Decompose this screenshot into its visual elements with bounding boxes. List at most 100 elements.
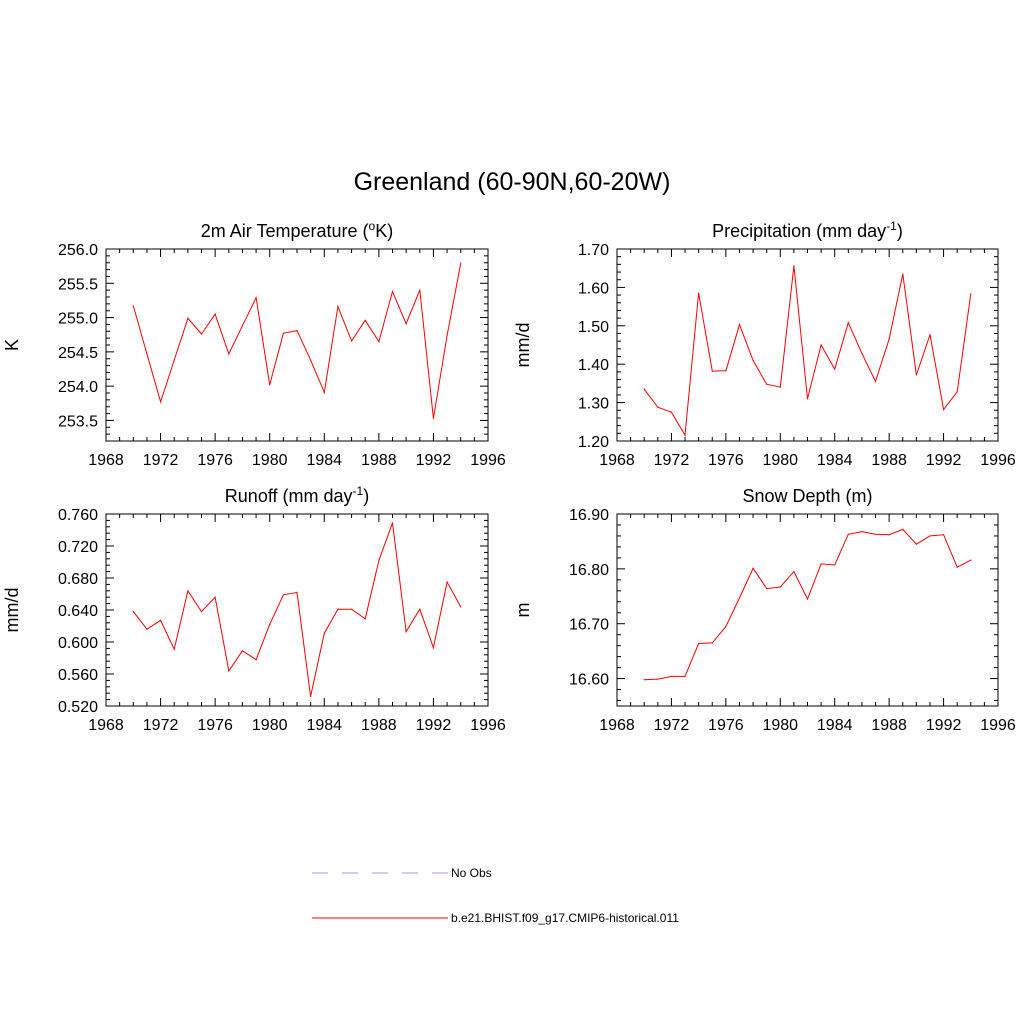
data-point	[378, 340, 380, 343]
data-point	[269, 384, 271, 386]
x-tick-label: 1988	[871, 717, 907, 734]
data-point	[378, 559, 380, 562]
data-point	[738, 324, 741, 326]
data-point	[200, 611, 203, 613]
data-point	[956, 566, 958, 568]
x-tick-label: 1976	[197, 452, 233, 469]
data-point	[942, 408, 945, 411]
x-tick-label: 1992	[926, 717, 962, 734]
data-point	[670, 675, 673, 677]
data-point	[310, 695, 312, 698]
chart-panel-1: 2m Air Temperature (oK) 1968 1972 1976 1980 1…	[2, 219, 506, 469]
data-point	[146, 628, 148, 630]
data-point	[861, 530, 863, 533]
x-tick-label: 1976	[708, 717, 744, 734]
y-tick-label: 253.5	[58, 413, 98, 430]
data-point	[929, 334, 931, 336]
data-point	[405, 323, 407, 325]
x-tick-label: 1968	[88, 717, 124, 734]
data-point	[159, 619, 162, 622]
data-point	[187, 317, 189, 319]
data-point	[214, 313, 216, 315]
data-point	[902, 528, 904, 530]
data-point	[861, 352, 863, 355]
x-tick-label: 1968	[599, 452, 635, 469]
plot-frame	[105, 248, 489, 442]
plot-frame	[616, 248, 999, 442]
data-point	[847, 533, 849, 535]
panel-title: Runoff (mm day-1)	[225, 484, 369, 506]
chart-panel-3: Runoff (mm day-1) 1968 1972 1976 1980 1984 198…	[2, 484, 506, 734]
x-tick-label: 1980	[762, 452, 798, 469]
data-point	[834, 368, 836, 370]
x-tick-label: 1976	[708, 452, 744, 469]
data-point	[173, 359, 175, 361]
data-point	[350, 340, 353, 342]
legend: No Obs b.e21.BHIST.f09_g17.CMIP6-historic…	[312, 866, 679, 925]
y-tick-label: 0.680	[58, 571, 98, 588]
data-point	[391, 290, 394, 293]
y-tick-label: 0.760	[58, 507, 98, 524]
data-point	[364, 319, 366, 321]
data-point	[752, 567, 754, 569]
data-point	[282, 332, 284, 334]
data-point	[159, 401, 162, 403]
data-point	[446, 334, 448, 336]
x-tick-label: 1984	[817, 452, 853, 469]
data-point	[820, 563, 822, 565]
data-point	[460, 262, 462, 264]
data-point	[187, 590, 189, 592]
x-tick-label: 1984	[306, 452, 342, 469]
x-tick-label: 1992	[416, 452, 452, 469]
data-point	[725, 625, 727, 628]
y-tick-label: 1.20	[578, 434, 609, 451]
data-point	[228, 353, 230, 355]
panel-title: 2m Air Temperature (oK)	[201, 219, 393, 241]
y-tick-label: 254.0	[58, 379, 98, 396]
data-point	[698, 292, 700, 294]
data-point	[282, 594, 284, 596]
data-point	[793, 571, 795, 573]
data-point	[173, 648, 175, 650]
x-tick-label: 1980	[762, 717, 798, 734]
x-tick-label: 1972	[143, 717, 179, 734]
data-point	[779, 586, 781, 588]
x-tick-label: 1972	[654, 452, 690, 469]
data-point	[405, 631, 407, 633]
x-tick-label: 1992	[926, 452, 962, 469]
y-tick-label: 1.70	[578, 242, 609, 259]
data-point	[847, 322, 849, 324]
data-point	[888, 338, 890, 340]
y-tick-label: 0.600	[58, 635, 98, 652]
data-point	[698, 642, 700, 645]
x-tick-label: 1976	[197, 717, 233, 734]
panel-title: Snow Depth (m)	[742, 486, 872, 506]
y-tick-label: 16.60	[569, 672, 609, 689]
data-point	[419, 289, 421, 291]
data-point	[296, 591, 298, 594]
data-point	[752, 359, 754, 361]
data-point	[269, 623, 271, 626]
data-point	[657, 678, 659, 680]
legend-label: No Obs	[451, 866, 492, 880]
x-tick-label: 1996	[470, 452, 506, 469]
y-tick-label: 255.5	[58, 276, 98, 293]
x-tick-label: 1980	[252, 717, 288, 734]
data-point	[432, 647, 435, 649]
x-tick-label: 1968	[599, 717, 635, 734]
x-tick-label: 1972	[654, 717, 690, 734]
data-point	[806, 398, 809, 400]
data-point	[255, 297, 257, 299]
data-point	[255, 659, 257, 661]
data-point	[725, 370, 727, 372]
plot-frame	[616, 513, 999, 707]
data-point	[228, 670, 230, 672]
data-point	[146, 353, 148, 355]
y-tick-label: 1.60	[578, 280, 609, 297]
data-point	[970, 559, 972, 561]
data-point	[364, 618, 366, 620]
x-tick-label: 1996	[980, 717, 1016, 734]
data-point	[296, 330, 298, 332]
x-tick-label: 1980	[252, 452, 288, 469]
data-point	[970, 293, 972, 295]
